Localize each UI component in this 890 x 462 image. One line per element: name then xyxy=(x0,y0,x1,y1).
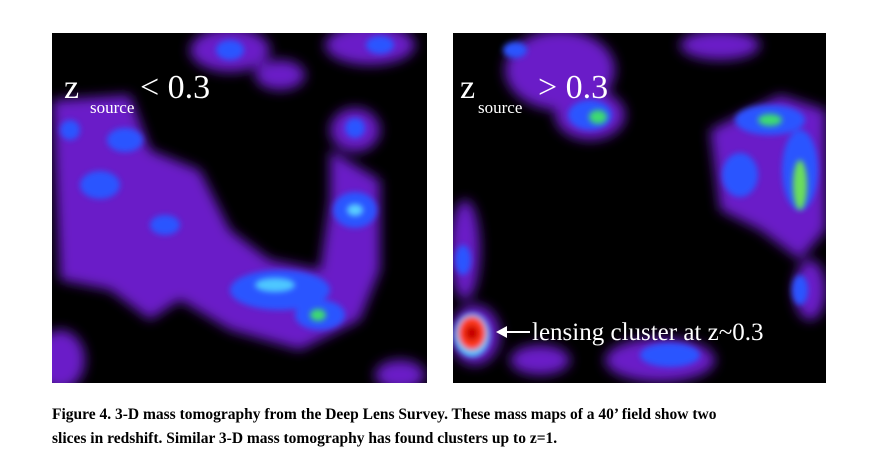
label-right: z source > 0.3 xyxy=(460,69,608,117)
annotation-text: lensing cluster at z~0.3 xyxy=(532,319,764,346)
figure: z source < 0.3 z source > 0.3 lensing cl… xyxy=(52,33,826,383)
label-var: z xyxy=(460,69,475,106)
caption-line: Figure 4. 3-D mass tomography from the D… xyxy=(52,406,717,423)
annotation: lensing cluster at z~0.3 xyxy=(496,319,764,346)
label-relation: > 0.3 xyxy=(538,69,608,106)
mass-map-right xyxy=(453,33,826,383)
caption-line: slices in redshift. Similar 3-D mass tom… xyxy=(52,430,558,447)
mass-map-left xyxy=(52,33,427,383)
label-sub: source xyxy=(90,98,134,117)
label-sub: source xyxy=(478,98,522,117)
label-left: z source < 0.3 xyxy=(64,69,210,117)
label-var: z xyxy=(64,69,79,106)
label-relation: < 0.3 xyxy=(140,69,210,106)
